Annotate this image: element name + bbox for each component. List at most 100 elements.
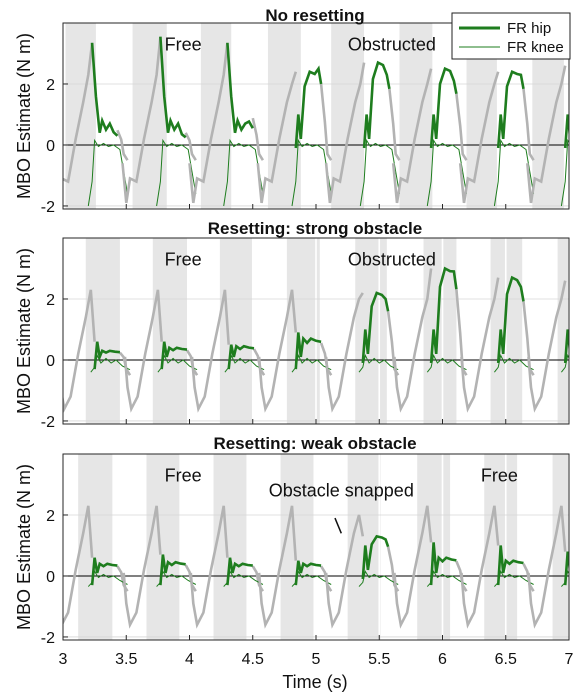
- hip-active-trace: [429, 66, 458, 149]
- hip-swing-trace: [393, 268, 433, 413]
- x-tick-label: 3: [59, 651, 68, 668]
- hip-swing-trace: [188, 42, 229, 204]
- stance-band: [213, 454, 247, 640]
- legend-hip-label: FR hip: [507, 20, 551, 37]
- x-tick-label: 5.5: [368, 651, 390, 668]
- hip-swing-trace: [190, 289, 230, 413]
- stance-band: [552, 454, 569, 640]
- hip-tail-trace: [251, 117, 265, 161]
- hip-swing-trace: [121, 36, 162, 204]
- knee-trace: [561, 353, 569, 373]
- x-tick-label: 7: [565, 651, 574, 668]
- legend-box: [451, 12, 571, 60]
- knee-trace: [291, 138, 332, 207]
- hip-active-trace: [361, 534, 390, 580]
- x-tick-label: 4.5: [242, 651, 264, 668]
- panel-3: -2 0 2 Resetting: weak obstacle MBO Estimate…: [14, 434, 570, 647]
- hip-active-trace: [563, 329, 569, 364]
- hip-swing-trace: [324, 514, 365, 629]
- plot-area: [63, 23, 569, 209]
- hip-tail-trace: [455, 289, 468, 376]
- hip-swing-trace: [256, 71, 298, 204]
- knee-trace: [87, 138, 128, 207]
- hip-active-trace: [294, 65, 323, 149]
- hip-tail-trace: [522, 301, 535, 376]
- hip-active-trace: [294, 332, 322, 370]
- x-axis: 3 3.5 4 4.5 5 5.5 6 6.5 7 Time (s): [59, 651, 574, 692]
- legend: FR hip FR knee: [451, 12, 571, 60]
- hip-active-trace: [226, 557, 253, 586]
- hip-active-trace: [93, 341, 121, 370]
- knee-trace: [494, 570, 534, 587]
- hip-swing-trace: [527, 280, 567, 413]
- knee-trace: [224, 353, 265, 373]
- hip-swing-trace: [123, 289, 163, 413]
- plot-area: [63, 238, 569, 424]
- annotation: Free: [165, 34, 202, 54]
- annotation-arrow: [334, 517, 342, 534]
- stance-band: [331, 23, 365, 209]
- stance-band: [399, 23, 433, 209]
- panel-title: Resetting: weak obstacle: [213, 434, 416, 453]
- knee-trace: [358, 353, 399, 373]
- hip-active-trace: [429, 542, 457, 586]
- hip-swing-trace: [391, 68, 433, 204]
- y-tick-label: -2: [41, 199, 55, 216]
- y-tick-label: 0: [46, 569, 55, 586]
- plot-area: [63, 454, 569, 640]
- hip-swing-trace: [63, 42, 94, 184]
- hip-tail-trace: [116, 129, 129, 161]
- knee-trace: [426, 570, 467, 587]
- hip-active-trace: [159, 554, 186, 586]
- hip-swing-trace: [460, 277, 500, 413]
- x-tick-label: 5: [312, 651, 321, 668]
- x-tick-label: 3.5: [115, 651, 137, 668]
- hip-active-trace: [496, 70, 525, 149]
- panel-2: -2 0 2 Resetting: strong obstacle MBO Estima…: [14, 219, 570, 431]
- knee-trace: [426, 138, 467, 207]
- hip-swing-trace: [324, 292, 364, 413]
- knee-trace: [87, 570, 128, 587]
- hip-tail-trace: [388, 88, 401, 161]
- hip-swing-trace: [257, 505, 298, 629]
- y-axis-label: MBO Estimate (N m): [14, 248, 34, 414]
- annotation: Obstructed: [348, 249, 436, 269]
- knee-trace: [494, 353, 534, 373]
- knee-trace: [560, 138, 569, 207]
- annotation: Free: [481, 465, 518, 485]
- hip-swing-trace: [324, 62, 366, 204]
- hip-active-trace: [227, 343, 255, 370]
- hip-active-trace: [361, 291, 390, 364]
- y-tick-label: -2: [41, 630, 55, 647]
- stance-band: [423, 238, 457, 424]
- y-tick-label: 2: [46, 292, 55, 309]
- y-tick-label: 2: [46, 508, 55, 525]
- hip-swing-trace: [122, 505, 162, 629]
- knee-trace: [426, 353, 467, 373]
- legend-knee-label: FR knee: [507, 39, 564, 56]
- hip-active-trace: [362, 60, 391, 149]
- annotation: Free: [165, 249, 202, 269]
- x-axis-label: Time (s): [282, 672, 347, 692]
- hip-active-trace: [90, 557, 118, 586]
- hip-active-trace: [294, 560, 322, 586]
- annotation: Obstructed: [348, 34, 436, 54]
- x-tick-label: 4: [185, 651, 194, 668]
- hip-active-trace: [90, 42, 119, 137]
- stance-band: [146, 454, 180, 640]
- hip-swing-trace: [393, 505, 433, 629]
- hip-active-trace: [496, 545, 524, 586]
- panel-title: Resetting: strong obstacle: [208, 219, 422, 238]
- y-tick-label: 2: [46, 77, 55, 94]
- x-tick-label: 6.5: [495, 651, 517, 668]
- hip-swing-trace: [458, 71, 500, 204]
- knee-trace: [223, 570, 264, 587]
- hip-active-trace: [226, 42, 254, 134]
- hip-active-trace: [159, 36, 187, 139]
- hip-swing-trace: [527, 505, 567, 629]
- hip-tail-trace: [455, 93, 468, 161]
- knee-trace: [359, 138, 400, 207]
- knee-trace: [156, 570, 197, 587]
- hip-active-trace: [563, 551, 569, 586]
